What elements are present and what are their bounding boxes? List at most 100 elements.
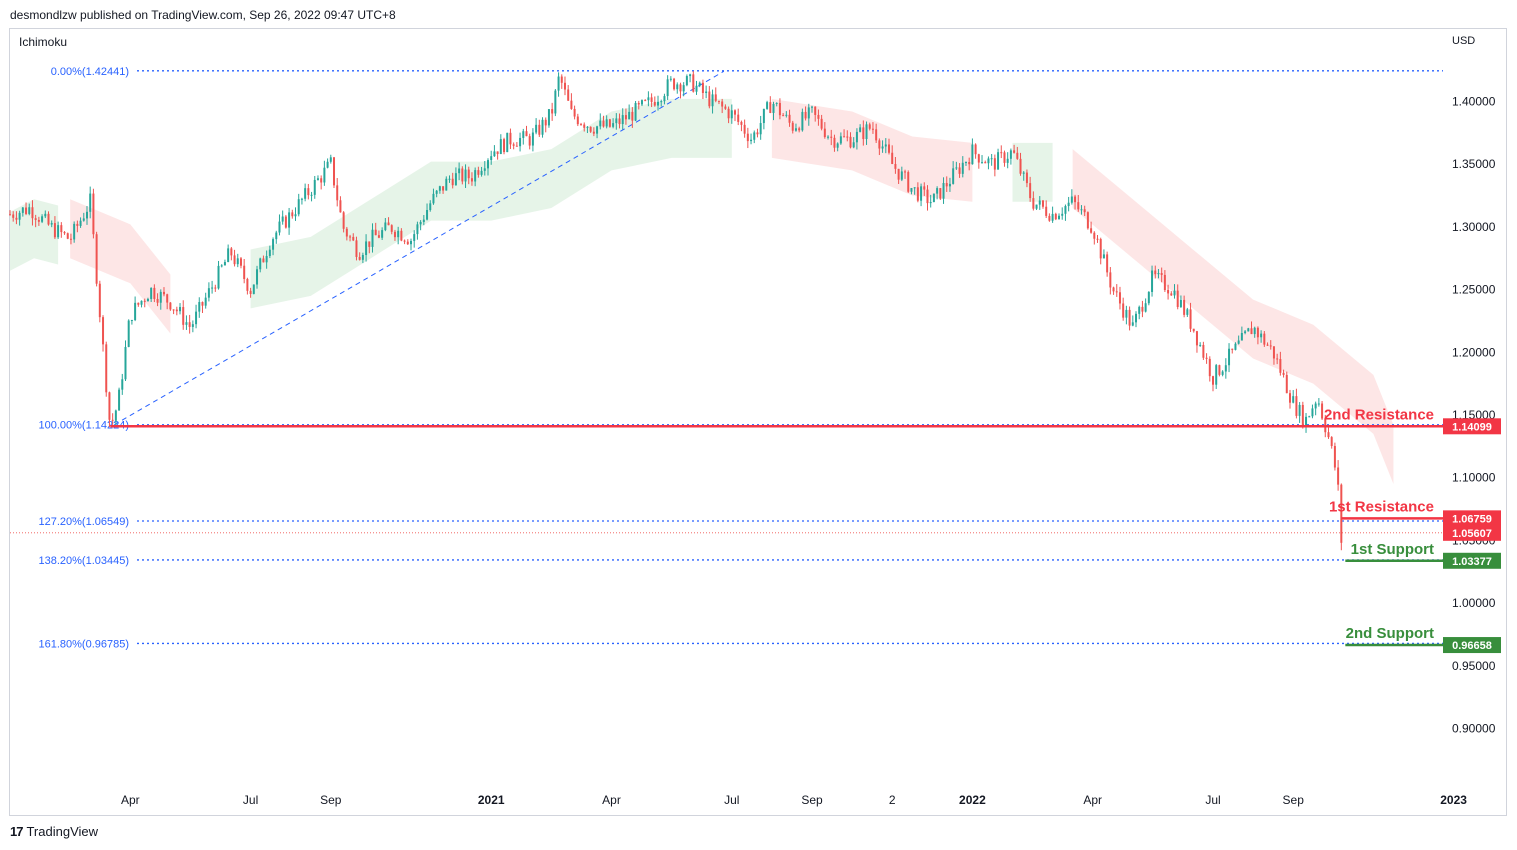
candle-body bbox=[490, 156, 493, 161]
level-name: 2nd Resistance bbox=[1324, 406, 1434, 423]
candle-body bbox=[535, 124, 538, 133]
candle-body bbox=[85, 211, 88, 219]
candle-body bbox=[252, 284, 255, 294]
candle-body bbox=[657, 101, 660, 106]
ichimoku-cloud-bull-1 bbox=[250, 98, 732, 309]
candle-body bbox=[150, 287, 153, 299]
candle-body bbox=[300, 198, 303, 200]
candle-body bbox=[143, 300, 146, 302]
candle-body bbox=[1279, 359, 1282, 373]
candle-body bbox=[1141, 306, 1144, 312]
candle-body bbox=[227, 248, 230, 262]
candle-body bbox=[499, 139, 502, 155]
candle-body bbox=[486, 160, 489, 169]
candle-body bbox=[717, 100, 720, 102]
price-badge bbox=[1443, 637, 1501, 654]
candle-body bbox=[1112, 287, 1115, 292]
candle-body bbox=[1202, 344, 1205, 358]
candle-body bbox=[458, 168, 461, 174]
candle-body bbox=[464, 169, 467, 182]
candle-body bbox=[1051, 213, 1054, 221]
candle-body bbox=[1237, 340, 1240, 344]
candle-body bbox=[939, 188, 942, 199]
candle-body bbox=[612, 123, 615, 127]
candle-body bbox=[432, 193, 435, 204]
candle-body bbox=[653, 101, 656, 106]
candle-body bbox=[1006, 158, 1009, 163]
candle-body bbox=[602, 120, 605, 127]
candle-body bbox=[438, 186, 441, 191]
candle-body bbox=[313, 179, 316, 195]
candle-body bbox=[586, 126, 589, 128]
candle-body bbox=[862, 127, 865, 140]
x-tick-label: Apr bbox=[602, 793, 621, 807]
candle-body bbox=[1314, 403, 1317, 409]
candle-body bbox=[1250, 328, 1253, 335]
candle-body bbox=[169, 302, 172, 310]
candle-body bbox=[772, 103, 775, 113]
candle-body bbox=[753, 132, 756, 140]
candle-body bbox=[445, 178, 448, 191]
candle-body bbox=[727, 108, 730, 119]
y-tick-label: 1.10000 bbox=[1452, 471, 1496, 485]
candle-body bbox=[146, 298, 149, 302]
candle-body bbox=[422, 219, 425, 222]
candle-body bbox=[839, 136, 842, 144]
fib-level-label: 161.80%(0.96785) bbox=[38, 638, 129, 650]
candle-body bbox=[987, 158, 990, 164]
candle-body bbox=[1147, 291, 1150, 304]
candle-body bbox=[515, 145, 518, 147]
candle-body bbox=[172, 309, 175, 311]
candle-body bbox=[393, 231, 396, 238]
candle-body bbox=[1221, 371, 1224, 375]
candle-body bbox=[53, 223, 56, 238]
candle-body bbox=[451, 178, 454, 186]
candle-body bbox=[1167, 290, 1170, 294]
footer-brand[interactable]: 17 TradingView bbox=[10, 824, 98, 839]
candle-body bbox=[1106, 254, 1109, 273]
candle-body bbox=[1215, 365, 1218, 385]
candle-body bbox=[95, 234, 98, 284]
candle-body bbox=[243, 265, 246, 279]
y-tick-label: 1.40000 bbox=[1452, 94, 1496, 108]
candle-body bbox=[34, 218, 37, 220]
candle-body bbox=[1151, 270, 1154, 292]
candle-body bbox=[188, 322, 191, 327]
candle-body bbox=[932, 193, 935, 203]
candle-body bbox=[871, 128, 874, 130]
candle-body bbox=[743, 124, 746, 134]
candle-body bbox=[698, 82, 701, 86]
candle-body bbox=[1000, 152, 1003, 154]
candle-body bbox=[820, 118, 823, 129]
candle-body bbox=[496, 151, 499, 155]
candle-body bbox=[714, 94, 717, 101]
candle-body bbox=[153, 287, 156, 299]
candle-body bbox=[294, 214, 297, 217]
candle-body bbox=[721, 101, 724, 107]
candle-body bbox=[519, 137, 522, 147]
candle-body bbox=[239, 258, 242, 266]
candle-body bbox=[936, 188, 939, 194]
candle-body bbox=[316, 178, 319, 180]
candle-body bbox=[1183, 299, 1186, 315]
indicator-label[interactable]: Ichimoku bbox=[19, 35, 68, 49]
candle-body bbox=[1025, 172, 1028, 184]
candle-body bbox=[1224, 365, 1227, 372]
candle-body bbox=[336, 185, 339, 201]
candle-body bbox=[57, 225, 60, 238]
candle-body bbox=[737, 114, 740, 122]
candle-body bbox=[185, 322, 188, 325]
candle-body bbox=[50, 223, 53, 225]
candle-body bbox=[958, 167, 961, 174]
candle-body bbox=[798, 128, 801, 131]
last-price-badge-label: 1.05607 bbox=[1452, 528, 1492, 540]
candle-body bbox=[1115, 291, 1118, 293]
ichimoku-cloud-bull-0 bbox=[10, 199, 59, 271]
candle-body bbox=[1086, 212, 1089, 229]
candle-body bbox=[342, 212, 345, 229]
candle-body bbox=[182, 307, 185, 325]
candle-body bbox=[846, 136, 849, 138]
candle-body bbox=[1074, 196, 1077, 203]
candle-body bbox=[166, 294, 169, 303]
